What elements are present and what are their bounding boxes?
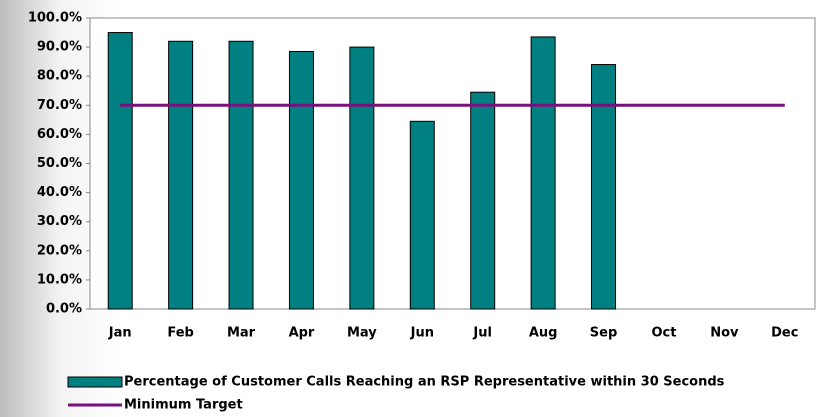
x-tick-label: Jul	[472, 326, 492, 341]
y-tick-label: 100.0%	[28, 11, 82, 26]
x-tick-label: May	[347, 326, 377, 341]
x-tick-label: Aug	[529, 326, 558, 341]
bar	[168, 40, 194, 310]
x-tick-label: Dec	[771, 326, 798, 341]
bar	[409, 120, 435, 310]
legend-label: Percentage of Customer Calls Reaching an…	[124, 375, 725, 390]
x-tick-label: Apr	[289, 326, 315, 341]
bar	[349, 46, 375, 310]
y-tick-label: 20.0%	[37, 243, 82, 258]
y-tick-label: 70.0%	[37, 98, 82, 113]
x-tick-label: Sep	[590, 326, 618, 341]
y-tick-label: 60.0%	[37, 127, 82, 142]
bar	[591, 64, 617, 310]
bar	[107, 32, 133, 310]
x-tick-label: Oct	[651, 326, 676, 341]
y-tick-label: 50.0%	[37, 156, 82, 171]
x-tick-label: Mar	[227, 326, 256, 341]
y-tick-label: 10.0%	[37, 272, 82, 287]
x-tick-label: Feb	[167, 326, 193, 341]
y-tick-label: 90.0%	[37, 40, 82, 55]
legend-label: Minimum Target	[124, 398, 243, 413]
bar	[228, 40, 254, 310]
x-tick-label: Nov	[710, 326, 739, 341]
x-tick-label: Jun	[410, 326, 434, 341]
legend-swatch	[67, 376, 123, 388]
y-tick-label: 0.0%	[46, 302, 82, 317]
y-tick-label: 40.0%	[37, 185, 82, 200]
bar	[470, 91, 496, 310]
y-tick-label: 30.0%	[37, 214, 82, 229]
bar	[288, 50, 314, 310]
plot-area	[89, 17, 816, 310]
bar	[530, 36, 556, 310]
x-tick-label: Jan	[108, 326, 132, 341]
y-tick-label: 80.0%	[37, 69, 82, 84]
